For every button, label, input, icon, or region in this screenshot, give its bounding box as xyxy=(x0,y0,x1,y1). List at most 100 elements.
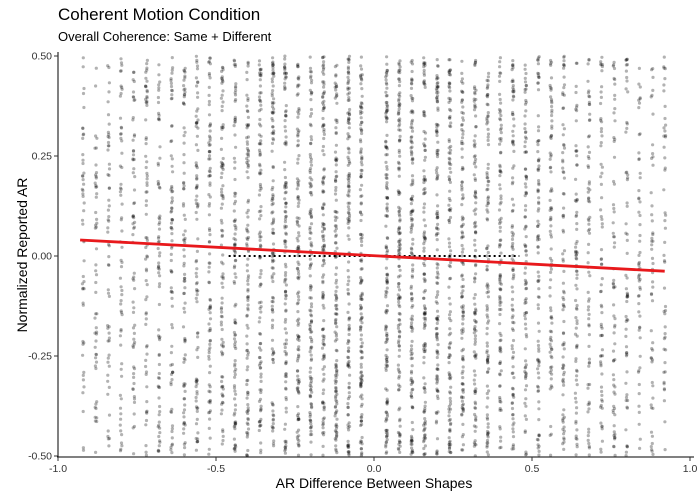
data-point xyxy=(663,312,667,316)
data-point xyxy=(435,88,439,92)
data-point xyxy=(385,209,389,213)
data-point xyxy=(347,173,351,177)
data-point xyxy=(637,404,641,408)
data-point xyxy=(636,294,641,298)
data-point xyxy=(119,429,123,433)
data-point xyxy=(296,239,300,243)
data-point xyxy=(106,324,110,328)
data-point xyxy=(637,253,641,257)
data-point xyxy=(346,185,350,189)
data-point xyxy=(599,95,604,99)
data-point xyxy=(435,94,440,98)
data-point xyxy=(359,276,363,280)
data-point xyxy=(157,434,161,439)
data-point xyxy=(246,406,250,410)
data-point xyxy=(221,184,225,188)
data-point xyxy=(384,75,388,79)
data-point xyxy=(296,292,300,296)
data-point xyxy=(194,385,198,389)
data-point xyxy=(385,309,389,313)
data-point xyxy=(207,134,212,138)
data-point xyxy=(410,305,414,309)
data-point xyxy=(194,121,198,125)
data-point xyxy=(196,204,200,208)
data-point xyxy=(245,453,249,457)
data-point xyxy=(271,242,276,246)
data-point xyxy=(651,396,655,400)
data-point xyxy=(625,251,629,255)
data-point xyxy=(132,70,136,74)
data-point xyxy=(208,174,212,178)
data-point xyxy=(308,418,312,422)
data-point xyxy=(385,433,389,438)
data-point xyxy=(322,401,326,405)
data-point xyxy=(650,236,654,240)
data-point xyxy=(246,303,250,307)
data-point xyxy=(132,95,136,99)
data-point xyxy=(219,314,223,318)
data-point xyxy=(283,183,287,187)
data-point xyxy=(82,341,86,345)
data-point xyxy=(335,118,339,122)
data-point xyxy=(549,247,553,251)
data-point xyxy=(131,158,135,162)
data-point xyxy=(258,217,262,221)
data-point xyxy=(333,414,337,418)
data-point xyxy=(346,426,350,430)
data-point xyxy=(626,176,630,180)
data-point xyxy=(107,186,111,190)
data-point xyxy=(398,71,402,75)
data-point xyxy=(246,257,250,261)
data-point xyxy=(259,124,263,128)
data-point xyxy=(296,412,301,416)
data-point xyxy=(321,431,325,435)
data-point xyxy=(460,395,464,399)
data-point xyxy=(120,165,124,170)
data-point xyxy=(346,450,350,454)
data-point xyxy=(524,327,528,331)
data-point xyxy=(284,109,288,113)
data-point xyxy=(296,83,300,87)
data-point xyxy=(182,442,186,446)
data-point xyxy=(220,65,225,69)
data-point xyxy=(384,324,388,328)
data-point xyxy=(271,279,275,284)
data-point xyxy=(182,95,186,99)
data-point xyxy=(523,266,528,270)
data-point xyxy=(270,276,274,280)
data-point xyxy=(182,102,186,106)
data-point xyxy=(322,105,326,109)
data-point xyxy=(662,347,666,351)
data-point xyxy=(195,288,199,292)
data-point xyxy=(208,346,212,350)
data-point xyxy=(322,336,326,340)
data-point xyxy=(283,451,287,455)
data-point xyxy=(195,121,199,125)
data-point xyxy=(284,406,288,410)
data-point xyxy=(284,214,288,218)
data-point xyxy=(183,423,187,427)
data-point xyxy=(435,301,439,305)
data-point xyxy=(550,119,554,123)
data-point xyxy=(435,293,440,297)
data-point xyxy=(499,300,503,304)
data-point xyxy=(561,166,565,170)
point-column xyxy=(156,63,162,453)
data-point xyxy=(220,77,224,81)
data-point xyxy=(649,329,653,333)
data-point xyxy=(536,438,540,442)
data-point xyxy=(233,232,237,236)
data-point xyxy=(106,434,110,439)
data-point xyxy=(359,73,363,77)
data-point xyxy=(257,59,262,63)
data-point xyxy=(385,273,390,277)
data-point xyxy=(385,181,389,185)
data-point xyxy=(398,450,402,454)
data-point xyxy=(334,296,339,300)
data-point xyxy=(233,359,237,363)
data-point xyxy=(295,413,300,418)
data-point xyxy=(397,107,401,111)
data-point xyxy=(600,311,604,315)
data-point xyxy=(624,334,628,338)
data-point xyxy=(145,190,149,194)
